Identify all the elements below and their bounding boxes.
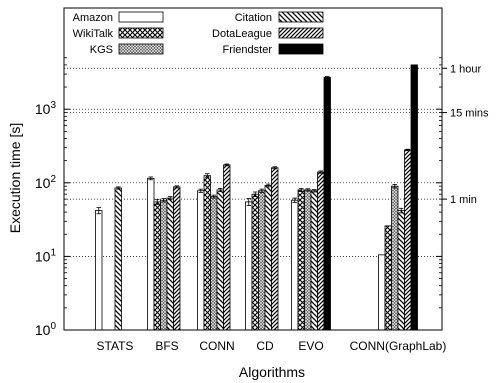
reference-label: 1 hour: [450, 63, 482, 75]
bar: [384, 225, 392, 331]
bar: [264, 185, 272, 331]
y-axis-title: Execution time [s]: [7, 123, 23, 234]
bar: [216, 189, 224, 331]
bar: [147, 177, 155, 331]
x-tick-label: CONN: [199, 339, 234, 353]
bar: [310, 190, 318, 331]
x-tick-label: EVO: [298, 339, 323, 353]
legend-label: Citation: [235, 12, 272, 24]
x-tick-label: BFS: [155, 339, 178, 353]
reference-lines: 1 hour 15 mins 1 min: [64, 63, 489, 206]
bar: [95, 210, 103, 331]
bar: [210, 196, 218, 331]
legend-swatch: [118, 27, 164, 39]
legend-swatch: [278, 11, 324, 23]
bar: [166, 197, 174, 331]
legend-label: Friendster: [222, 44, 272, 56]
bar: [245, 201, 253, 331]
bar: [160, 199, 168, 331]
bar: [397, 210, 405, 331]
y-tick-label: 102: [35, 174, 57, 191]
bar: [378, 254, 386, 331]
bar: [271, 167, 279, 331]
bar: [404, 149, 412, 331]
legend-swatch: [118, 43, 164, 55]
bar: [304, 189, 312, 331]
bar: [410, 64, 418, 331]
bar: [258, 190, 266, 331]
bar: [173, 186, 181, 331]
legend-label: KGS: [90, 44, 113, 56]
bar: [297, 189, 305, 331]
axes: STATS BFS CONN CD EVO CONN(GraphLab) 100 101 102…: [35, 7, 447, 353]
plot-frame: [63, 7, 443, 331]
x-tick-label: CD: [256, 339, 274, 353]
bar: [114, 187, 122, 331]
bar: [317, 171, 325, 331]
bar: [291, 199, 299, 331]
bar: [251, 193, 259, 331]
y-tick-label: 101: [35, 247, 57, 264]
bar: [197, 190, 205, 331]
x-tick-label: CONN(GraphLab): [350, 339, 447, 353]
legend-label: WikiTalk: [73, 28, 114, 40]
legend-swatch: [278, 43, 324, 55]
y-tick-label: 103: [35, 100, 57, 117]
bar: [153, 201, 161, 331]
legend: Amazon WikiTalk KGS Citation DotaLeague Frien…: [73, 11, 324, 56]
legend-label: Amazon: [73, 12, 113, 24]
bar: [323, 77, 331, 331]
x-tick-label: STATS: [97, 339, 134, 353]
legend-swatch: [278, 27, 324, 39]
bar: [391, 185, 399, 331]
legend-swatch: [118, 11, 164, 23]
bar: [223, 164, 231, 331]
reference-label: 1 min: [450, 194, 477, 206]
legend-label: DotaLeague: [212, 28, 272, 40]
bar: [203, 175, 211, 331]
bars: [95, 64, 418, 331]
y-tick-label: 100: [35, 321, 57, 338]
x-axis-title: Algorithms: [239, 364, 305, 380]
reference-label: 15 mins: [450, 108, 489, 120]
